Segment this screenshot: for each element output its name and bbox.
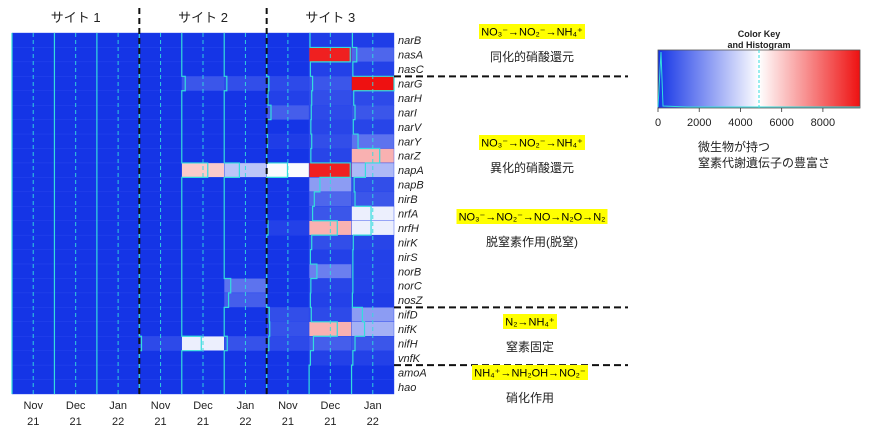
x-tick-year: 22 xyxy=(112,416,124,428)
gene-label: nosZ xyxy=(398,295,424,307)
gene-label: nasC xyxy=(398,64,424,76)
formula-highlight xyxy=(479,24,585,39)
column-trace xyxy=(223,33,240,394)
reaction-formula: NO₃⁻→NO₂⁻→NO→N₂O→N₂ xyxy=(459,212,606,224)
gene-label: amoA xyxy=(398,367,427,379)
x-tick-year: 21 xyxy=(27,416,39,428)
site-separators xyxy=(138,8,268,394)
formula-highlight xyxy=(479,135,585,150)
site-label: サイト 1 xyxy=(51,10,101,25)
x-tick-month: Jan xyxy=(237,400,255,412)
heatmap-cells xyxy=(11,32,395,395)
legend-description-line1: 微生物が持つ xyxy=(698,139,770,154)
pathway-annotation: NO₃⁻→NO₂⁻→NO→N₂O→N₂ 脱窒素作用(脱窒) xyxy=(456,209,608,249)
reaction-formula: NO₃⁻→NO₂⁻→NH₄⁺ xyxy=(481,27,583,39)
site-label: サイト 3 xyxy=(305,10,355,25)
gene-label: narB xyxy=(398,35,421,47)
x-tick-month: Dec xyxy=(193,400,213,412)
x-tick-year: 22 xyxy=(239,416,251,428)
gene-label: narH xyxy=(398,93,422,105)
gene-label: napA xyxy=(398,165,424,177)
x-tick-month: Jan xyxy=(364,400,382,412)
legend-tick-label: 8000 xyxy=(811,117,835,129)
column-trace xyxy=(181,33,209,394)
gene-label: narZ xyxy=(398,151,422,163)
x-tick-year: 21 xyxy=(154,416,166,428)
gene-label: nifH xyxy=(398,338,418,350)
gene-label: norB xyxy=(398,266,421,278)
x-axis-labels: Nov 21 Dec 21 Jan 22 Nov 21 Dec 21 Jan 22 Nov 21 Dec 21… xyxy=(23,400,381,428)
reaction-formula: NO₃⁻→NO₂⁻→NH₄⁺ xyxy=(481,138,583,150)
reaction-formula: NH₄⁺→NH₂OH→NO₂⁻ xyxy=(474,368,586,380)
column-trace xyxy=(350,33,395,394)
pathway-annotation: N₂→NH₄⁺ 窒素固定 xyxy=(503,314,557,354)
gene-label: nrfA xyxy=(398,209,418,221)
x-tick-year: 21 xyxy=(197,416,209,428)
pathway-description: 同化的硝酸還元 xyxy=(490,49,574,64)
x-tick-month: Nov xyxy=(151,400,171,412)
gene-label: narG xyxy=(398,79,423,91)
legend-histogram-trace xyxy=(657,51,860,108)
legend-subtitle: and Histogram xyxy=(727,40,790,50)
gene-label: narY xyxy=(398,136,422,148)
x-tick-month: Nov xyxy=(278,400,298,412)
gene-label: narV xyxy=(398,122,423,134)
pathway-annotations: NO₃⁻→NO₂⁻→NH₄⁺ 同化的硝酸還元 NO₃⁻→NO₂⁻→NH₄⁺ 異化的硝酸… xyxy=(456,24,608,405)
pathway-description: 異化的硝酸還元 xyxy=(490,160,574,175)
legend-tick-label: 4000 xyxy=(728,117,752,129)
pathway-annotation: NH₄⁺→NH₂OH→NO₂⁻ 硝化作用 xyxy=(472,365,588,405)
x-tick-month: Dec xyxy=(321,400,341,412)
pathway-description: 窒素固定 xyxy=(506,339,554,354)
column-trace xyxy=(308,33,351,394)
gene-label: nifK xyxy=(398,324,418,336)
gene-label: norC xyxy=(398,281,422,293)
pathway-description: 硝化作用 xyxy=(506,391,554,405)
formula-highlight xyxy=(503,314,557,329)
x-tick-month: Dec xyxy=(66,400,86,412)
legend-color-bar xyxy=(657,49,861,109)
pathway-annotation: NO₃⁻→NO₂⁻→NH₄⁺ 同化的硝酸還元 xyxy=(479,24,585,64)
gene-label: nirB xyxy=(398,194,418,206)
pathway-description: 脱窒素作用(脱窒) xyxy=(486,234,578,249)
legend-tick-label: 6000 xyxy=(769,117,793,129)
formula-highlight xyxy=(456,209,608,224)
x-tick-year: 21 xyxy=(70,416,82,428)
formula-highlight xyxy=(472,365,588,380)
x-tick-year: 22 xyxy=(367,416,379,428)
gene-label: nifD xyxy=(398,310,418,322)
x-tick-year: 21 xyxy=(282,416,294,428)
legend-tick-label: 0 xyxy=(655,117,661,129)
gene-label: vnfK xyxy=(398,353,421,365)
gene-label: narI xyxy=(398,107,417,119)
gene-labels: narB nasA nasC narG narH narI narV narY narZ napA… xyxy=(398,35,427,394)
column-trace xyxy=(138,33,143,394)
gene-label: nrfH xyxy=(398,223,419,235)
heatmap-traces xyxy=(11,33,395,394)
pathway-annotation: NO₃⁻→NO₂⁻→NH₄⁺ 異化的硝酸還元 xyxy=(479,135,585,175)
legend-title: Color Key xyxy=(738,29,781,39)
reaction-formula: N₂→NH₄⁺ xyxy=(505,317,555,329)
gene-label: nirS xyxy=(398,252,418,264)
gene-label: hao xyxy=(398,382,416,394)
x-tick-year: 21 xyxy=(324,416,336,428)
gene-label: napB xyxy=(398,180,424,192)
site-label: サイト 2 xyxy=(178,10,228,25)
x-tick-month: Nov xyxy=(23,400,43,412)
x-tick-month: Jan xyxy=(109,400,127,412)
legend-tick-label: 2000 xyxy=(687,117,711,129)
site-labels: サイト 1 サイト 2 サイト 3 xyxy=(51,10,356,25)
gene-label: nasA xyxy=(398,50,423,62)
legend-description-line2: 窒素代謝遺伝子の豊富さ xyxy=(698,155,830,170)
gene-label: nirK xyxy=(398,237,418,249)
